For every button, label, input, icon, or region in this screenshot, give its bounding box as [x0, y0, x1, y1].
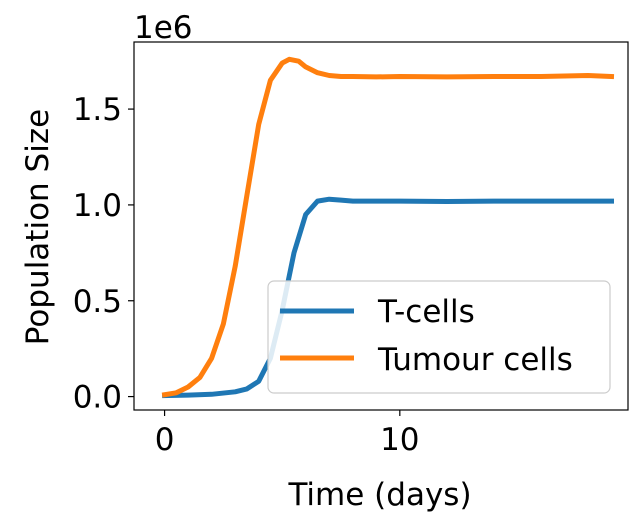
x-tick-label: 0: [155, 422, 175, 458]
y-tick-label: 0.0: [73, 380, 122, 416]
legend: T-cells Tumour cells: [267, 280, 611, 394]
y-offset-label: 1e6: [134, 10, 193, 46]
x-tick-label: 10: [380, 422, 419, 458]
series-line-t-cells: [162, 196, 614, 399]
x-axis-ticks: 0 10: [155, 410, 420, 458]
plot-frame: [133, 41, 629, 411]
legend-label-tumour-cells: Tumour cells: [377, 342, 573, 378]
y-axis-ticks: 0.0 0.5 1.0 1.5: [73, 92, 134, 416]
series-line-tumour-cells: [161, 56, 615, 398]
y-tick-label: 0.5: [73, 284, 122, 320]
y-tick-label: 1.5: [73, 92, 122, 128]
y-axis-label: Population Size: [20, 109, 56, 345]
y-tick-label: 1.0: [73, 188, 122, 224]
x-axis-label: Time (days): [287, 477, 471, 513]
legend-label-t-cells: T-cells: [377, 294, 475, 330]
plot-lines: [161, 56, 615, 399]
